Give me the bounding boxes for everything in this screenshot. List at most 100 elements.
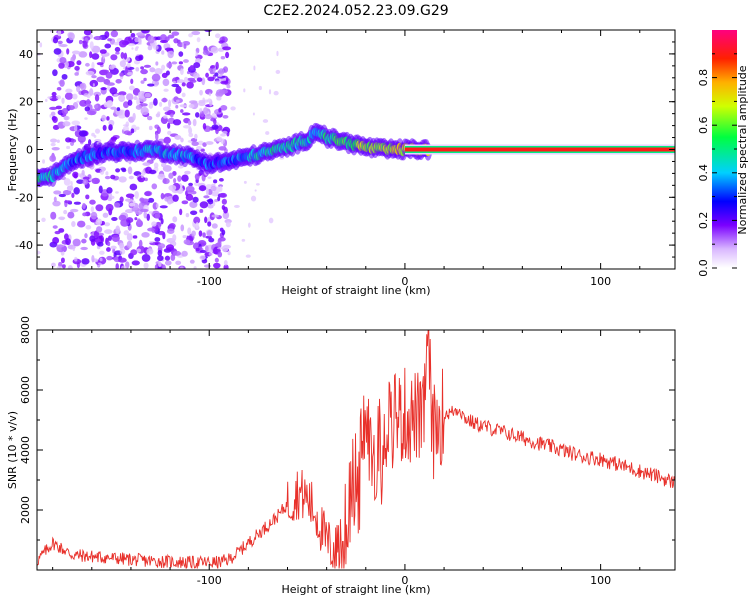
spectrogram-noise-cell <box>90 211 98 220</box>
spectrogram-noise-cell <box>268 89 272 95</box>
spectrogram-noise-cell <box>65 88 73 93</box>
spectrogram-noise-cell <box>111 234 120 243</box>
spectrogram-noise-cell <box>52 225 58 229</box>
spectrogram-noise-cell <box>102 124 107 131</box>
spectrogram-noise-cell <box>219 192 228 198</box>
spectrogram-noise-cell <box>136 248 142 253</box>
spectrogram-noise-cell <box>139 41 142 45</box>
spectrogram-noise-cell <box>199 255 206 261</box>
spectrogram-noise-cell <box>217 74 223 78</box>
spectrogram-noise-cell <box>104 222 111 227</box>
spectrogram-noise-cell <box>211 191 220 197</box>
spectrogram-noise-cell <box>180 68 184 75</box>
spectrogram-noise-cell <box>54 230 61 235</box>
spectrogram-noise-cell <box>78 51 88 58</box>
spectrogram-noise-cell <box>115 168 121 173</box>
spectrogram-noise-cell <box>151 183 158 190</box>
spectrogram-noise-cell <box>126 63 131 68</box>
spectrogram-noise-cell <box>138 239 143 248</box>
spectrogram-noise-cell <box>78 130 88 137</box>
spectrogram-noise-cell <box>128 175 134 180</box>
spectrogram-noise-cell <box>250 195 257 202</box>
spectrogram-noise-cell <box>98 262 102 265</box>
spectrogram-noise-cell <box>241 238 246 242</box>
spectrogram-noise-cell <box>56 139 60 143</box>
spectrogram-noise-cell <box>155 61 159 66</box>
spectrogram-noise-cell <box>107 197 112 202</box>
spectrogram-noise-cell <box>252 112 255 116</box>
spectrogram-noise-cell <box>127 99 133 106</box>
spectrogram-noise-cell <box>253 65 256 71</box>
spectrogram-noise-cell <box>161 64 166 71</box>
spectrogram-noise-cell <box>130 32 136 38</box>
spectrogram-noise-cell <box>81 258 90 265</box>
spectrogram-noise-cell <box>107 235 113 241</box>
spectrogram-noise-cell <box>181 92 186 98</box>
spectrogram-noise-cell <box>70 180 73 187</box>
spectrogram-noise-cell <box>258 85 262 91</box>
spectrogram-noise-cell <box>170 113 174 118</box>
spectrogram-noise-cell <box>118 91 127 96</box>
spectrogram-noise-cell <box>181 250 188 257</box>
spectrogram-noise-cell <box>204 245 209 252</box>
spectrogram-noise-cell <box>82 40 88 48</box>
spectrogram-noise-cell <box>78 39 83 45</box>
spectrogram-noise-cell <box>181 200 189 205</box>
spectrogram-noise-cell <box>136 98 140 106</box>
spectrogram-noise-cell <box>195 51 198 57</box>
spectrogram-noise-cell <box>207 176 212 179</box>
spectrogram-noise-cell <box>126 209 132 213</box>
spectrogram-noise-cell <box>115 191 119 194</box>
spectrogram-noise-cell <box>223 264 229 269</box>
spectrogram-noise-cell <box>161 72 168 79</box>
spectrogram-trace-layer <box>37 122 675 188</box>
spectrogram-noise-cell <box>202 122 207 130</box>
spectrogram-noise-cell <box>73 187 80 195</box>
spectrogram-noise-cell <box>132 112 136 121</box>
spectrogram-noise-cell <box>222 46 232 51</box>
spectrogram-noise-cell <box>175 85 182 94</box>
colorbar-tick-label: 0.2 <box>697 212 710 230</box>
spectrogram-xlabel: Height of straight line (km) <box>281 284 430 297</box>
spectrogram-noise-cell <box>181 82 186 87</box>
figure-title: C2E2.2024.052.23.09.G29 <box>263 3 448 19</box>
spectrogram-noise-cell <box>50 111 56 117</box>
spectrogram-noise-cell <box>265 131 270 135</box>
spectrogram-noise-cell <box>107 241 111 247</box>
spectrogram-noise-cell <box>273 90 279 96</box>
spectrogram-noise-cell <box>111 216 118 221</box>
spectrogram-noise-cell <box>205 88 213 95</box>
spectrogram-noise-cell <box>183 43 187 49</box>
spectrogram-noise-cell <box>167 34 175 39</box>
spectrogram-noise-cell <box>132 235 138 239</box>
spectrogram-noise-cell <box>56 265 63 269</box>
spectrogram-noise-cell <box>125 121 130 128</box>
spectrogram-noise-cell <box>176 99 180 103</box>
spectrogram-noise-cell <box>114 46 121 52</box>
spectrogram-noise-cell <box>214 257 219 263</box>
spectrogram-noise-cell <box>164 260 172 266</box>
spectrogram-noise-cell <box>165 244 175 251</box>
spectrogram-noise-cell <box>139 208 149 213</box>
spectrogram-noise-cell <box>139 197 145 203</box>
spectrogram-noise-cell <box>172 80 177 84</box>
spectrogram-noise-cell <box>206 230 212 237</box>
spectrogram-noise-cell <box>129 183 138 191</box>
spectrogram-noise-cell <box>61 97 65 104</box>
spectrogram-noise-cell <box>221 204 226 210</box>
spectrogram-noise-cell <box>222 130 228 135</box>
spectrogram-noise-cell <box>120 265 127 269</box>
spectrogram-noise-cell <box>134 217 138 221</box>
snr-line-layer <box>37 330 675 570</box>
spectrogram-noise-cell <box>58 62 65 69</box>
snr-ytick-label: 4000 <box>19 436 32 464</box>
spectrogram-noise-cell <box>64 200 72 204</box>
spectrogram-noise-cell <box>137 90 147 99</box>
spectrogram-noise-cell <box>203 195 210 199</box>
spectrogram-noise-cell <box>178 61 184 65</box>
spectrogram-noise-cell <box>217 247 223 250</box>
spectrogram-noise-cell <box>213 118 217 125</box>
spectrogram-noise-cell <box>102 212 109 218</box>
spectrogram-noise-cell <box>197 140 204 146</box>
spectrogram-noise-cell <box>104 175 111 180</box>
